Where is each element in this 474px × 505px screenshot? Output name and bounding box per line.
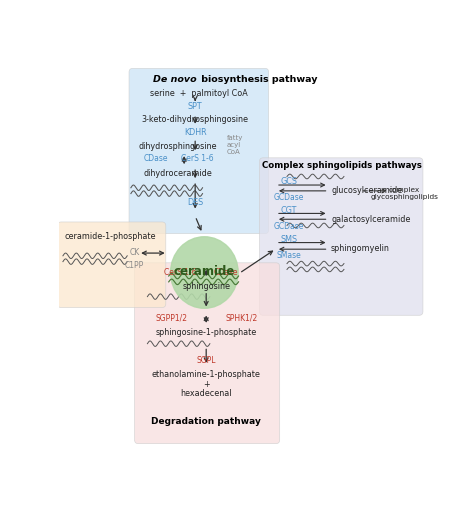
Text: Degradation pathway: Degradation pathway bbox=[151, 417, 261, 426]
Text: biosynthesis pathway: biosynthesis pathway bbox=[198, 75, 317, 84]
Text: fatty
acyl
CoA: fatty acyl CoA bbox=[227, 135, 243, 155]
Text: +: + bbox=[203, 380, 210, 389]
Text: SGPL: SGPL bbox=[196, 357, 216, 365]
Text: SMS: SMS bbox=[280, 235, 297, 244]
Text: SPHK1/2: SPHK1/2 bbox=[225, 314, 257, 323]
Text: De novo: De novo bbox=[154, 75, 197, 84]
Text: ethanolamine-1-phosphate: ethanolamine-1-phosphate bbox=[152, 370, 261, 379]
Text: dihydroceramide: dihydroceramide bbox=[143, 169, 212, 178]
Text: galactosylceramide: galactosylceramide bbox=[331, 215, 410, 224]
Text: CK: CK bbox=[129, 248, 140, 257]
FancyBboxPatch shape bbox=[57, 222, 166, 308]
FancyBboxPatch shape bbox=[129, 68, 269, 234]
Text: complex
glycosphingolipids: complex glycosphingolipids bbox=[371, 187, 438, 200]
Text: C1PP: C1PP bbox=[125, 262, 144, 270]
Text: CerS 1-6: CerS 1-6 bbox=[164, 269, 197, 277]
Text: hexadecenal: hexadecenal bbox=[181, 389, 232, 398]
Text: CGT: CGT bbox=[281, 206, 297, 215]
Text: SGPP1/2: SGPP1/2 bbox=[156, 314, 188, 323]
Text: 3-keto-dihydrosphingosine: 3-keto-dihydrosphingosine bbox=[142, 115, 249, 124]
Circle shape bbox=[171, 237, 238, 308]
Text: SPT: SPT bbox=[188, 102, 202, 111]
Text: GCDase: GCDase bbox=[273, 222, 304, 231]
Text: GCS: GCS bbox=[280, 177, 297, 186]
Text: sphingomyelin: sphingomyelin bbox=[331, 243, 390, 252]
Text: glucosylceramide: glucosylceramide bbox=[331, 186, 402, 195]
FancyBboxPatch shape bbox=[259, 158, 423, 315]
Text: DES: DES bbox=[187, 198, 203, 207]
Text: SMase: SMase bbox=[276, 250, 301, 260]
Text: ceramide: ceramide bbox=[173, 265, 235, 278]
Text: ceramide-1-phosphate: ceramide-1-phosphate bbox=[64, 232, 155, 241]
Text: dihydrosphingosine: dihydrosphingosine bbox=[138, 141, 217, 150]
Text: KDHR: KDHR bbox=[184, 128, 207, 137]
Text: GCDase: GCDase bbox=[273, 193, 304, 202]
Text: CDase: CDase bbox=[213, 269, 238, 277]
Text: sphingosine: sphingosine bbox=[182, 282, 230, 291]
Text: sphingosine-1-phosphate: sphingosine-1-phosphate bbox=[155, 328, 257, 336]
Text: Complex sphingolipids pathways: Complex sphingolipids pathways bbox=[262, 161, 422, 170]
Text: serine  +  palmitoyl CoA: serine + palmitoyl CoA bbox=[150, 89, 247, 98]
FancyBboxPatch shape bbox=[135, 263, 280, 443]
Text: CDase: CDase bbox=[143, 154, 168, 163]
Text: CerS 1-6: CerS 1-6 bbox=[181, 154, 213, 163]
